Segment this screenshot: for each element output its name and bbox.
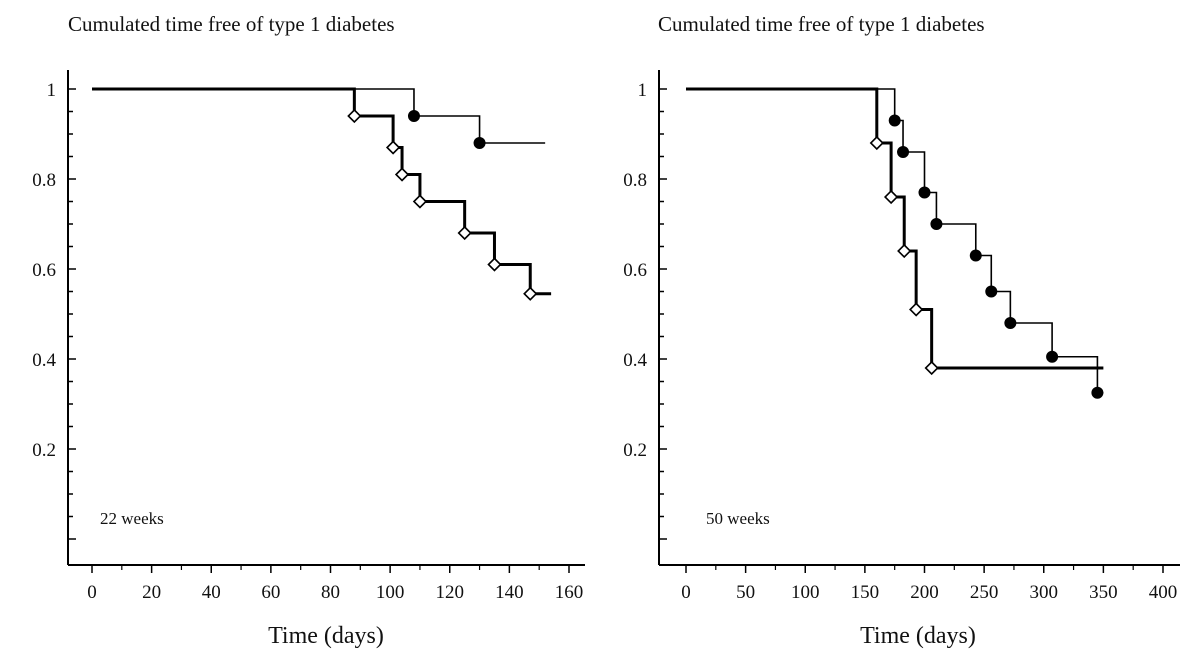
chart-left-xtick-label: 40 <box>202 582 221 603</box>
chart-left-xtick-label: 160 <box>555 582 584 603</box>
chart-right-point-filled-circle <box>930 218 943 230</box>
chart-left-point-open-diamond <box>523 286 538 301</box>
chart-right-ytick-label: 1 <box>638 80 648 101</box>
chart-right-point-filled-circle <box>985 285 998 298</box>
chart-right-point-filled-circle <box>1091 386 1104 399</box>
chart-left-ytick-label: 0.2 <box>32 440 56 461</box>
chart-left-point-open-diamond <box>412 194 428 209</box>
chart-left-point-filled-circle <box>407 110 420 122</box>
chart-left-xtick-label: 140 <box>495 582 524 603</box>
chart-left-xlabel: Time (days) <box>268 623 384 649</box>
chart-left-series-line-filled-circle <box>92 88 546 144</box>
chart-left-point-open-diamond <box>347 108 362 124</box>
chart-left-ytick-label: 0.4 <box>32 350 56 371</box>
chart-right-series-line-open-diamond <box>686 87 1104 370</box>
chart-left-point-filled-circle <box>473 137 486 149</box>
chart-left-xtick-label: 20 <box>142 582 161 603</box>
chart-right-ytick-label: 0.6 <box>623 260 647 281</box>
chart-right-xtick-label: 0 <box>681 582 691 603</box>
chart-right-point-open-diamond <box>869 135 884 151</box>
chart-right-xtick-label: 300 <box>1030 582 1059 603</box>
chart-right-xtick-label: 400 <box>1149 582 1178 603</box>
chart-right-xtick-label: 250 <box>970 582 999 603</box>
chart-left-xtick-label: 120 <box>436 582 465 603</box>
chart-left: Cumulated time free of type 1 diabetes 0… <box>32 12 585 649</box>
chart-right-point-filled-circle <box>969 249 982 262</box>
chart-left-series-line-open-diamond <box>92 87 552 296</box>
chart-right-ytick-label: 0.2 <box>623 440 647 461</box>
chart-left-point-open-diamond <box>457 225 472 241</box>
chart-left-ytick-label: 0.8 <box>32 170 56 191</box>
chart-right: Cumulated time free of type 1 diabetes 0… <box>623 12 1180 649</box>
chart-left-ytick-label: 0.6 <box>32 260 56 281</box>
chart-right-xtick-label: 150 <box>851 582 880 603</box>
chart-left-point-open-diamond <box>385 140 401 155</box>
chart-right-series-line-filled-circle <box>686 88 1104 394</box>
chart-right-xtick-label: 100 <box>791 582 820 603</box>
chart-left-annotation: 22 weeks <box>100 509 164 528</box>
chart-right-xlabel: Time (days) <box>860 623 976 649</box>
chart-right-point-open-diamond <box>883 189 899 205</box>
chart-right-point-open-diamond <box>897 243 912 259</box>
chart-right-ytick-label: 0.4 <box>623 350 647 371</box>
chart-left-title: Cumulated time free of type 1 diabetes <box>68 12 395 36</box>
chart-right-xtick-label: 200 <box>910 582 939 603</box>
chart-right-annotation: 50 weeks <box>706 509 770 528</box>
chart-right-point-filled-circle <box>918 186 931 199</box>
chart-left-xtick-label: 0 <box>87 582 97 603</box>
chart-right-point-filled-circle <box>1004 317 1017 329</box>
chart-right-xtick-label: 50 <box>736 582 755 603</box>
chart-left-xtick-label: 80 <box>321 582 340 603</box>
chart-right-point-filled-circle <box>897 146 910 158</box>
chart-right-point-open-diamond <box>909 302 924 317</box>
chart-left-ytick-label: 1 <box>47 80 57 101</box>
chart-right-title: Cumulated time free of type 1 diabetes <box>658 12 985 36</box>
chart-right-point-filled-circle <box>1046 350 1059 363</box>
chart-left-point-open-diamond <box>394 167 410 182</box>
chart-left-xtick-label: 100 <box>376 582 405 603</box>
chart-left-xtick-label: 60 <box>261 582 280 603</box>
chart-right-ytick-label: 0.8 <box>623 170 647 191</box>
chart-right-point-open-diamond <box>924 360 939 376</box>
chart-right-point-filled-circle <box>888 114 901 127</box>
chart-left-point-open-diamond <box>487 257 502 272</box>
chart-right-xtick-label: 350 <box>1089 582 1118 603</box>
